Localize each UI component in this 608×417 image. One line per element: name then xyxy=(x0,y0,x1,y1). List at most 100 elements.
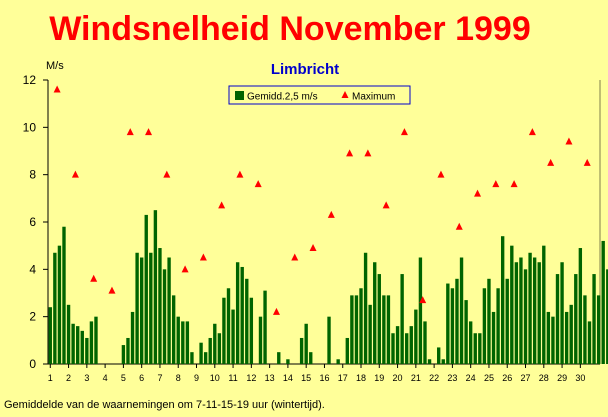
y-axis-ticks: 0 2 4 6 8 10 12 xyxy=(23,73,48,371)
x-tick-label: 26 xyxy=(502,373,512,383)
bar xyxy=(336,359,340,364)
x-tick-label: 25 xyxy=(484,373,494,383)
bar xyxy=(304,323,308,364)
bar xyxy=(414,309,418,364)
bar xyxy=(592,274,596,364)
chart-subtitle: Limbricht xyxy=(271,61,339,78)
bar xyxy=(249,297,254,364)
max-marker xyxy=(291,253,299,261)
x-tick-label: 22 xyxy=(429,373,439,383)
bar xyxy=(555,274,560,364)
x-tick-label: 7 xyxy=(157,373,162,383)
max-marker xyxy=(510,180,518,188)
max-marker xyxy=(309,244,317,252)
max-marker xyxy=(583,158,591,166)
legend: Gemidd.2,5 m/s Maximum xyxy=(228,85,411,105)
legend-swatch-avg xyxy=(235,91,244,100)
bar xyxy=(523,269,528,364)
bar xyxy=(377,274,381,364)
bar xyxy=(551,316,555,364)
bar xyxy=(48,307,52,364)
max-marker xyxy=(528,128,536,136)
x-tick-label: 19 xyxy=(374,373,384,383)
bar xyxy=(135,252,139,364)
max-marker xyxy=(565,137,573,145)
bar xyxy=(76,326,80,364)
bar xyxy=(409,326,413,364)
y-tick-label: 8 xyxy=(29,168,36,182)
bar xyxy=(560,262,564,364)
bar xyxy=(459,257,464,364)
bar xyxy=(391,333,395,364)
bar xyxy=(423,321,427,364)
bar xyxy=(258,316,263,364)
x-tick-label: 4 xyxy=(103,373,108,383)
bar xyxy=(139,257,144,364)
bar xyxy=(496,288,500,364)
bar xyxy=(400,274,404,364)
bar xyxy=(217,333,222,364)
bar xyxy=(473,333,477,364)
x-tick-label: 20 xyxy=(393,373,403,383)
bar xyxy=(514,262,519,364)
bar xyxy=(263,290,267,364)
bar xyxy=(345,337,349,364)
x-tick-label: 14 xyxy=(283,373,293,383)
x-tick-label: 27 xyxy=(521,373,531,383)
bar xyxy=(245,278,249,364)
bar xyxy=(185,321,190,364)
bar xyxy=(596,295,601,364)
legend-swatch-max xyxy=(341,91,349,98)
max-marker xyxy=(437,170,445,178)
legend-label-max: Maximum xyxy=(352,92,395,103)
max-marker xyxy=(400,128,408,136)
bar xyxy=(359,288,363,364)
bar xyxy=(450,288,455,364)
bar xyxy=(235,262,240,364)
x-tick-label: 2 xyxy=(66,373,71,383)
bar xyxy=(587,321,592,364)
bar xyxy=(491,311,496,364)
bar xyxy=(601,240,605,364)
max-marker xyxy=(419,296,427,304)
bar xyxy=(427,359,432,364)
x-tick-label: 3 xyxy=(84,373,89,383)
bar xyxy=(162,269,167,364)
max-marker xyxy=(327,210,335,218)
y-tick-label: 2 xyxy=(29,310,36,324)
bar xyxy=(171,295,176,364)
bar xyxy=(468,321,473,364)
x-tick-label: 24 xyxy=(466,373,476,383)
x-tick-label: 12 xyxy=(246,373,256,383)
max-marker xyxy=(218,201,226,209)
bar xyxy=(80,330,84,364)
y-tick-label: 0 xyxy=(29,357,36,371)
max-marker xyxy=(145,128,153,136)
bar xyxy=(464,300,468,364)
bar xyxy=(130,311,135,364)
x-tick-label: 13 xyxy=(265,373,275,383)
max-marker xyxy=(71,170,79,178)
bar xyxy=(546,311,551,364)
bar xyxy=(395,326,400,364)
bar xyxy=(441,359,445,364)
bar xyxy=(382,295,386,364)
legend-box xyxy=(228,85,411,105)
bar xyxy=(386,295,391,364)
x-tick-label: 15 xyxy=(301,373,311,383)
y-tick-label: 10 xyxy=(23,120,37,134)
max-marker xyxy=(199,253,207,261)
max-marker xyxy=(163,170,171,178)
bar xyxy=(519,257,523,364)
bar xyxy=(528,252,532,364)
bar xyxy=(66,304,71,364)
bar xyxy=(532,257,537,364)
max-marker xyxy=(346,149,354,157)
max-marker xyxy=(53,85,61,93)
bar xyxy=(505,278,509,364)
bar xyxy=(373,262,377,364)
bar xyxy=(299,337,304,364)
bar xyxy=(327,316,331,364)
bar xyxy=(153,210,158,364)
